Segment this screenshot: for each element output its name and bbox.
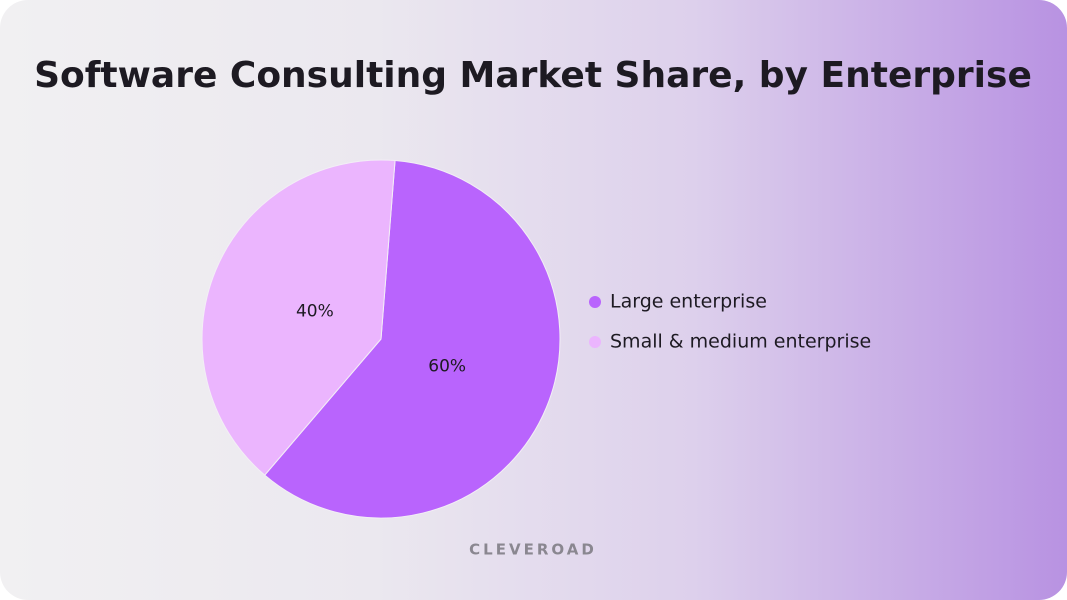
legend-label: Small & medium enterprise xyxy=(610,331,871,353)
pie-slice xyxy=(201,159,396,476)
legend-label: Large enterprise xyxy=(610,291,767,313)
value-label: 40% xyxy=(296,302,334,322)
legend-marker xyxy=(589,296,601,308)
value-label: 60% xyxy=(428,356,466,376)
watermark: CLEVEROAD xyxy=(469,541,597,559)
legend-marker xyxy=(589,336,601,348)
chart-title: Software Consulting Market Share, by Ent… xyxy=(34,55,1032,96)
pie-slice xyxy=(264,160,561,519)
